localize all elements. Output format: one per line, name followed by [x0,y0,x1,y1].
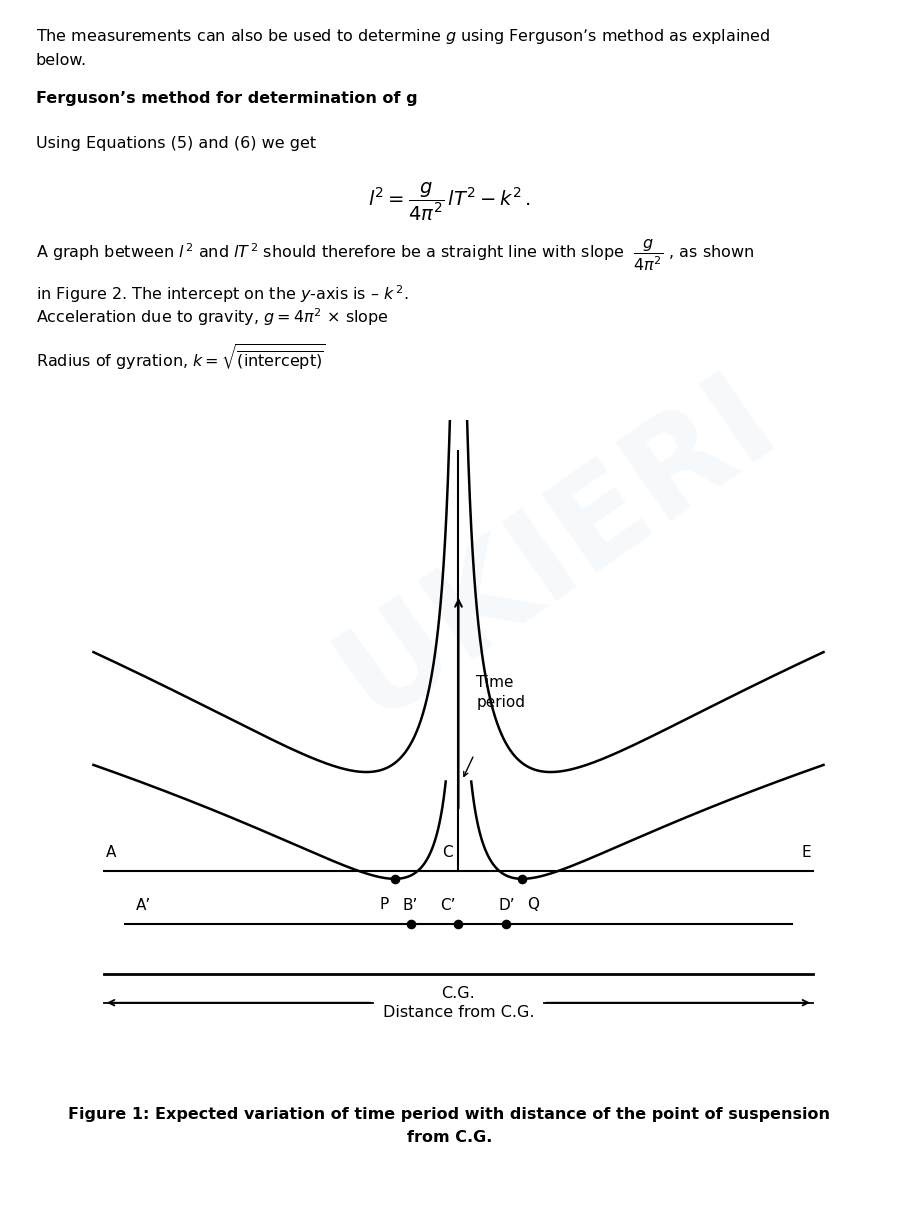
Point [387,869,402,888]
Text: C.G.: C.G. [441,986,476,1002]
Point [499,915,513,935]
Text: C’: C’ [441,898,456,913]
Text: A graph between $l\,^{2}$ and $lT\,^{2}$ should therefore be a straight line wit: A graph between $l\,^{2}$ and $lT\,^{2}$… [36,237,754,304]
Text: Q: Q [527,897,539,913]
Text: Using Equations (5) and (6) we get: Using Equations (5) and (6) we get [36,136,316,151]
Text: $l^{2} = \dfrac{g}{4\pi^{2}}\,lT^{2} - k^{2}\,.$: $l^{2} = \dfrac{g}{4\pi^{2}}\,lT^{2} - k… [368,180,531,223]
Point [451,915,466,935]
Text: Acceleration due to gravity, $g = 4\pi^{2}$ × slope: Acceleration due to gravity, $g = 4\pi^{… [36,307,388,329]
Point [515,869,530,888]
Text: Time
period: Time period [476,675,525,711]
Text: Figure 1: Expected variation of time period with distance of the point of suspen: Figure 1: Expected variation of time per… [68,1107,831,1145]
Text: D’: D’ [498,898,515,913]
Text: Radius of gyration, $k = \sqrt{\overline{\mathrm{(intercept)}}}$: Radius of gyration, $k = \sqrt{\overline… [36,343,325,374]
Text: The measurements can also be used to determine $g$ using Ferguson’s method as ex: The measurements can also be used to det… [36,27,770,68]
Text: UKIERI: UKIERI [316,353,798,742]
Text: Ferguson’s method for determination of g: Ferguson’s method for determination of g [36,91,417,106]
Text: Distance from C.G.: Distance from C.G. [383,1005,534,1020]
Text: C: C [442,845,453,859]
Text: P: P [379,897,388,913]
Text: A: A [106,845,116,859]
Text: B’: B’ [403,898,418,913]
Text: E: E [801,845,811,859]
Point [404,915,418,935]
Text: A’: A’ [136,898,151,913]
